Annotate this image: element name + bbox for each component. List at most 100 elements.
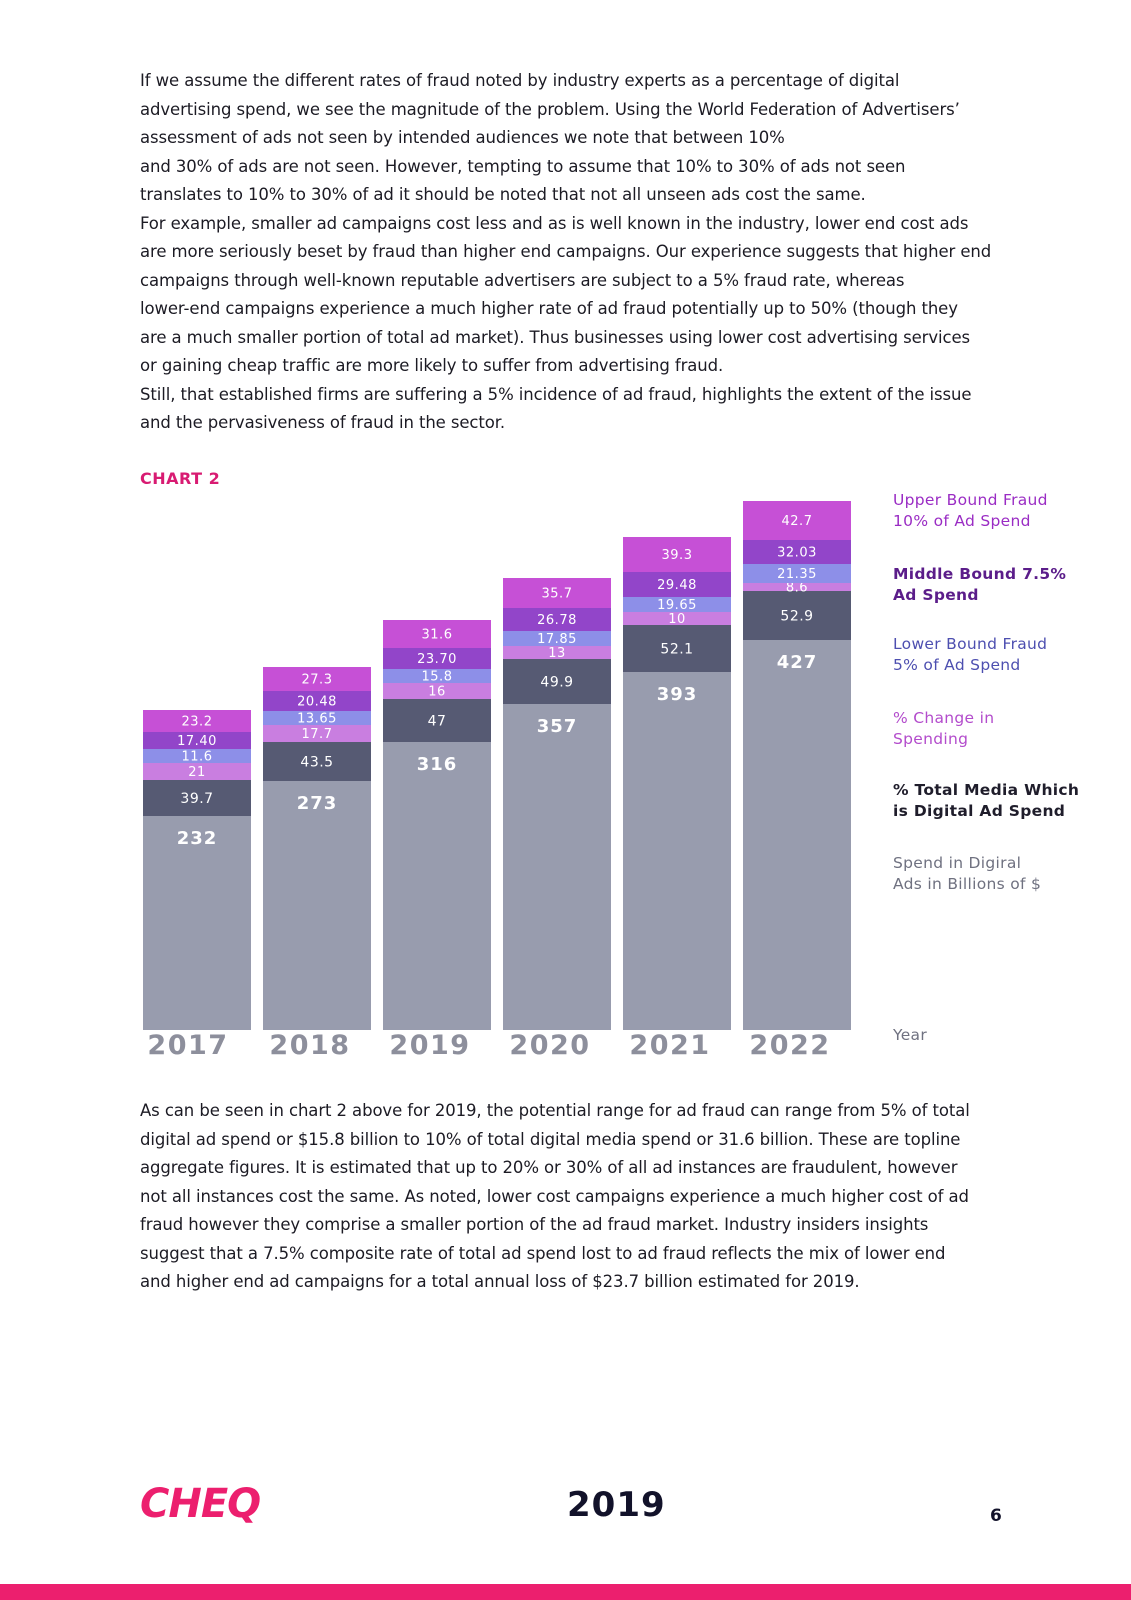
x-tick-label: 2019	[389, 1030, 470, 1061]
data-label: 27.3	[302, 673, 333, 688]
legend-line: Ads in Billions of $	[893, 875, 1042, 893]
bar-segment	[143, 780, 251, 816]
bar-segment	[263, 667, 371, 691]
legend-item: Middle Bound 7.5% Ad Spend	[893, 564, 1093, 606]
legend-line: Spend in Digiral	[893, 854, 1022, 872]
x-tick-label: 2018	[269, 1030, 350, 1061]
text-line: and 30% of ads are not seen. However, te…	[140, 156, 906, 176]
text-line: and higher end ad campaigns for a total …	[140, 1272, 860, 1291]
footer-band	[0, 1584, 1131, 1600]
bar-segment	[383, 742, 491, 1030]
text-line: digital ad spend or $15.8 billion to 10%…	[140, 1129, 961, 1149]
x-tick-label: 2020	[509, 1030, 590, 1061]
legend-item: Spend in Digiral Ads in Billions of $	[893, 853, 1093, 895]
data-label: 47	[428, 714, 447, 730]
bar-segment	[383, 669, 491, 683]
data-label: 42.7	[782, 514, 813, 529]
text-line: If we assume the different rates of frau…	[140, 71, 900, 90]
data-label: 32.03	[777, 546, 817, 561]
legend-item: % Change in Spending	[893, 708, 1093, 750]
text-line: campaigns through well-known reputable a…	[140, 270, 905, 290]
page-number: 6	[990, 1506, 1002, 1526]
data-label: 21	[188, 765, 206, 780]
bar-segment	[143, 816, 251, 1030]
bar-segment	[263, 742, 371, 781]
bar-segment	[143, 763, 251, 780]
text-line: translates to 10% to 30% of ad it should…	[140, 185, 866, 204]
text-line: suggest that a 7.5% composite rate of to…	[140, 1243, 946, 1263]
data-label: 19.65	[657, 598, 697, 613]
data-label: 357	[537, 716, 578, 737]
bar-segment	[623, 625, 731, 672]
chart-label: CHART 2	[140, 469, 221, 488]
data-label: 10	[668, 612, 686, 627]
bar-segment	[503, 578, 611, 608]
bar-segment	[143, 732, 251, 749]
bar-segment	[743, 564, 851, 583]
cheq-logo: CHEQ	[140, 1481, 261, 1527]
data-label: 26.78	[537, 613, 577, 628]
bar-segment	[743, 591, 851, 640]
legend-item: % Total Media Which is Digital Ad Spend	[893, 780, 1093, 822]
text-line: are a much smaller portion of total ad m…	[140, 327, 971, 347]
data-label: 17.40	[177, 734, 217, 749]
data-label: 39.7	[180, 791, 213, 807]
data-label: 13	[548, 646, 566, 661]
x-tick-label: 2021	[629, 1030, 710, 1061]
bar-segment	[623, 572, 731, 597]
legend-line: Upper Bound Fraud	[893, 491, 1048, 509]
data-label: 17.7	[302, 727, 333, 742]
data-label: 43.5	[300, 755, 333, 771]
data-label: 49.9	[540, 675, 573, 691]
legend-item: Year	[893, 1025, 1093, 1046]
analysis-paragraph: As can be seen in chart 2 above for 2019…	[140, 1097, 1040, 1297]
bar-segment	[263, 691, 371, 711]
bar-segment	[503, 646, 611, 659]
data-label: 31.6	[422, 628, 453, 643]
data-label: 52.9	[780, 609, 813, 625]
bar-segment	[383, 620, 491, 648]
bar-segment	[623, 612, 731, 625]
data-label: 39.3	[662, 548, 693, 563]
bar-segment	[503, 659, 611, 704]
text-line: For example, smaller ad campaigns cost l…	[140, 213, 969, 233]
legend-line: 5% of Ad Spend	[893, 656, 1021, 674]
bar-segment	[383, 699, 491, 742]
legend-line: Lower Bound Fraud	[893, 635, 1048, 653]
text-line: advertising spend, we see the magnitude …	[140, 99, 960, 119]
data-label: 11.6	[182, 750, 213, 765]
bar-segment	[143, 710, 251, 732]
text-line: Still, that established firms are suffer…	[140, 384, 972, 404]
data-label: 273	[297, 793, 338, 814]
legend-item: Upper Bound Fraud 10% of Ad Spend	[893, 490, 1093, 532]
legend-line: Year	[893, 1026, 928, 1044]
data-label: 15.8	[422, 670, 453, 685]
text-line: assessment of ads not seen by intended a…	[140, 128, 785, 147]
bar-segment	[503, 631, 611, 646]
legend-line: is Digital Ad Spend	[893, 802, 1066, 820]
bar-segment	[263, 711, 371, 725]
data-label: 29.48	[657, 578, 697, 593]
bar-segment	[743, 640, 851, 1030]
bar-segment	[743, 583, 851, 591]
data-label: 52.1	[660, 642, 693, 658]
bar-segment	[263, 725, 371, 742]
legend-line: Middle Bound 7.5%	[893, 565, 1067, 583]
data-label: 16	[428, 685, 446, 700]
text-line: are more seriously beset by fraud than h…	[140, 242, 992, 261]
text-line: lower-end campaigns experience a much hi…	[140, 299, 958, 318]
bar-segment	[743, 501, 851, 540]
legend-line: Ad Spend	[893, 586, 979, 604]
bar-segment	[383, 648, 491, 669]
x-tick-label: 2017	[147, 1030, 228, 1061]
data-label: 20.48	[297, 695, 337, 710]
bar-segment	[623, 672, 731, 1030]
data-label: 8.6	[786, 581, 808, 596]
legend-line: Spending	[893, 730, 969, 748]
legend-item: Lower Bound Fraud 5% of Ad Spend	[893, 634, 1093, 676]
text-line: aggregate figures. It is estimated that …	[140, 1158, 958, 1177]
data-label: 393	[657, 684, 698, 705]
bar-segment	[623, 597, 731, 612]
bar-segment	[143, 749, 251, 763]
